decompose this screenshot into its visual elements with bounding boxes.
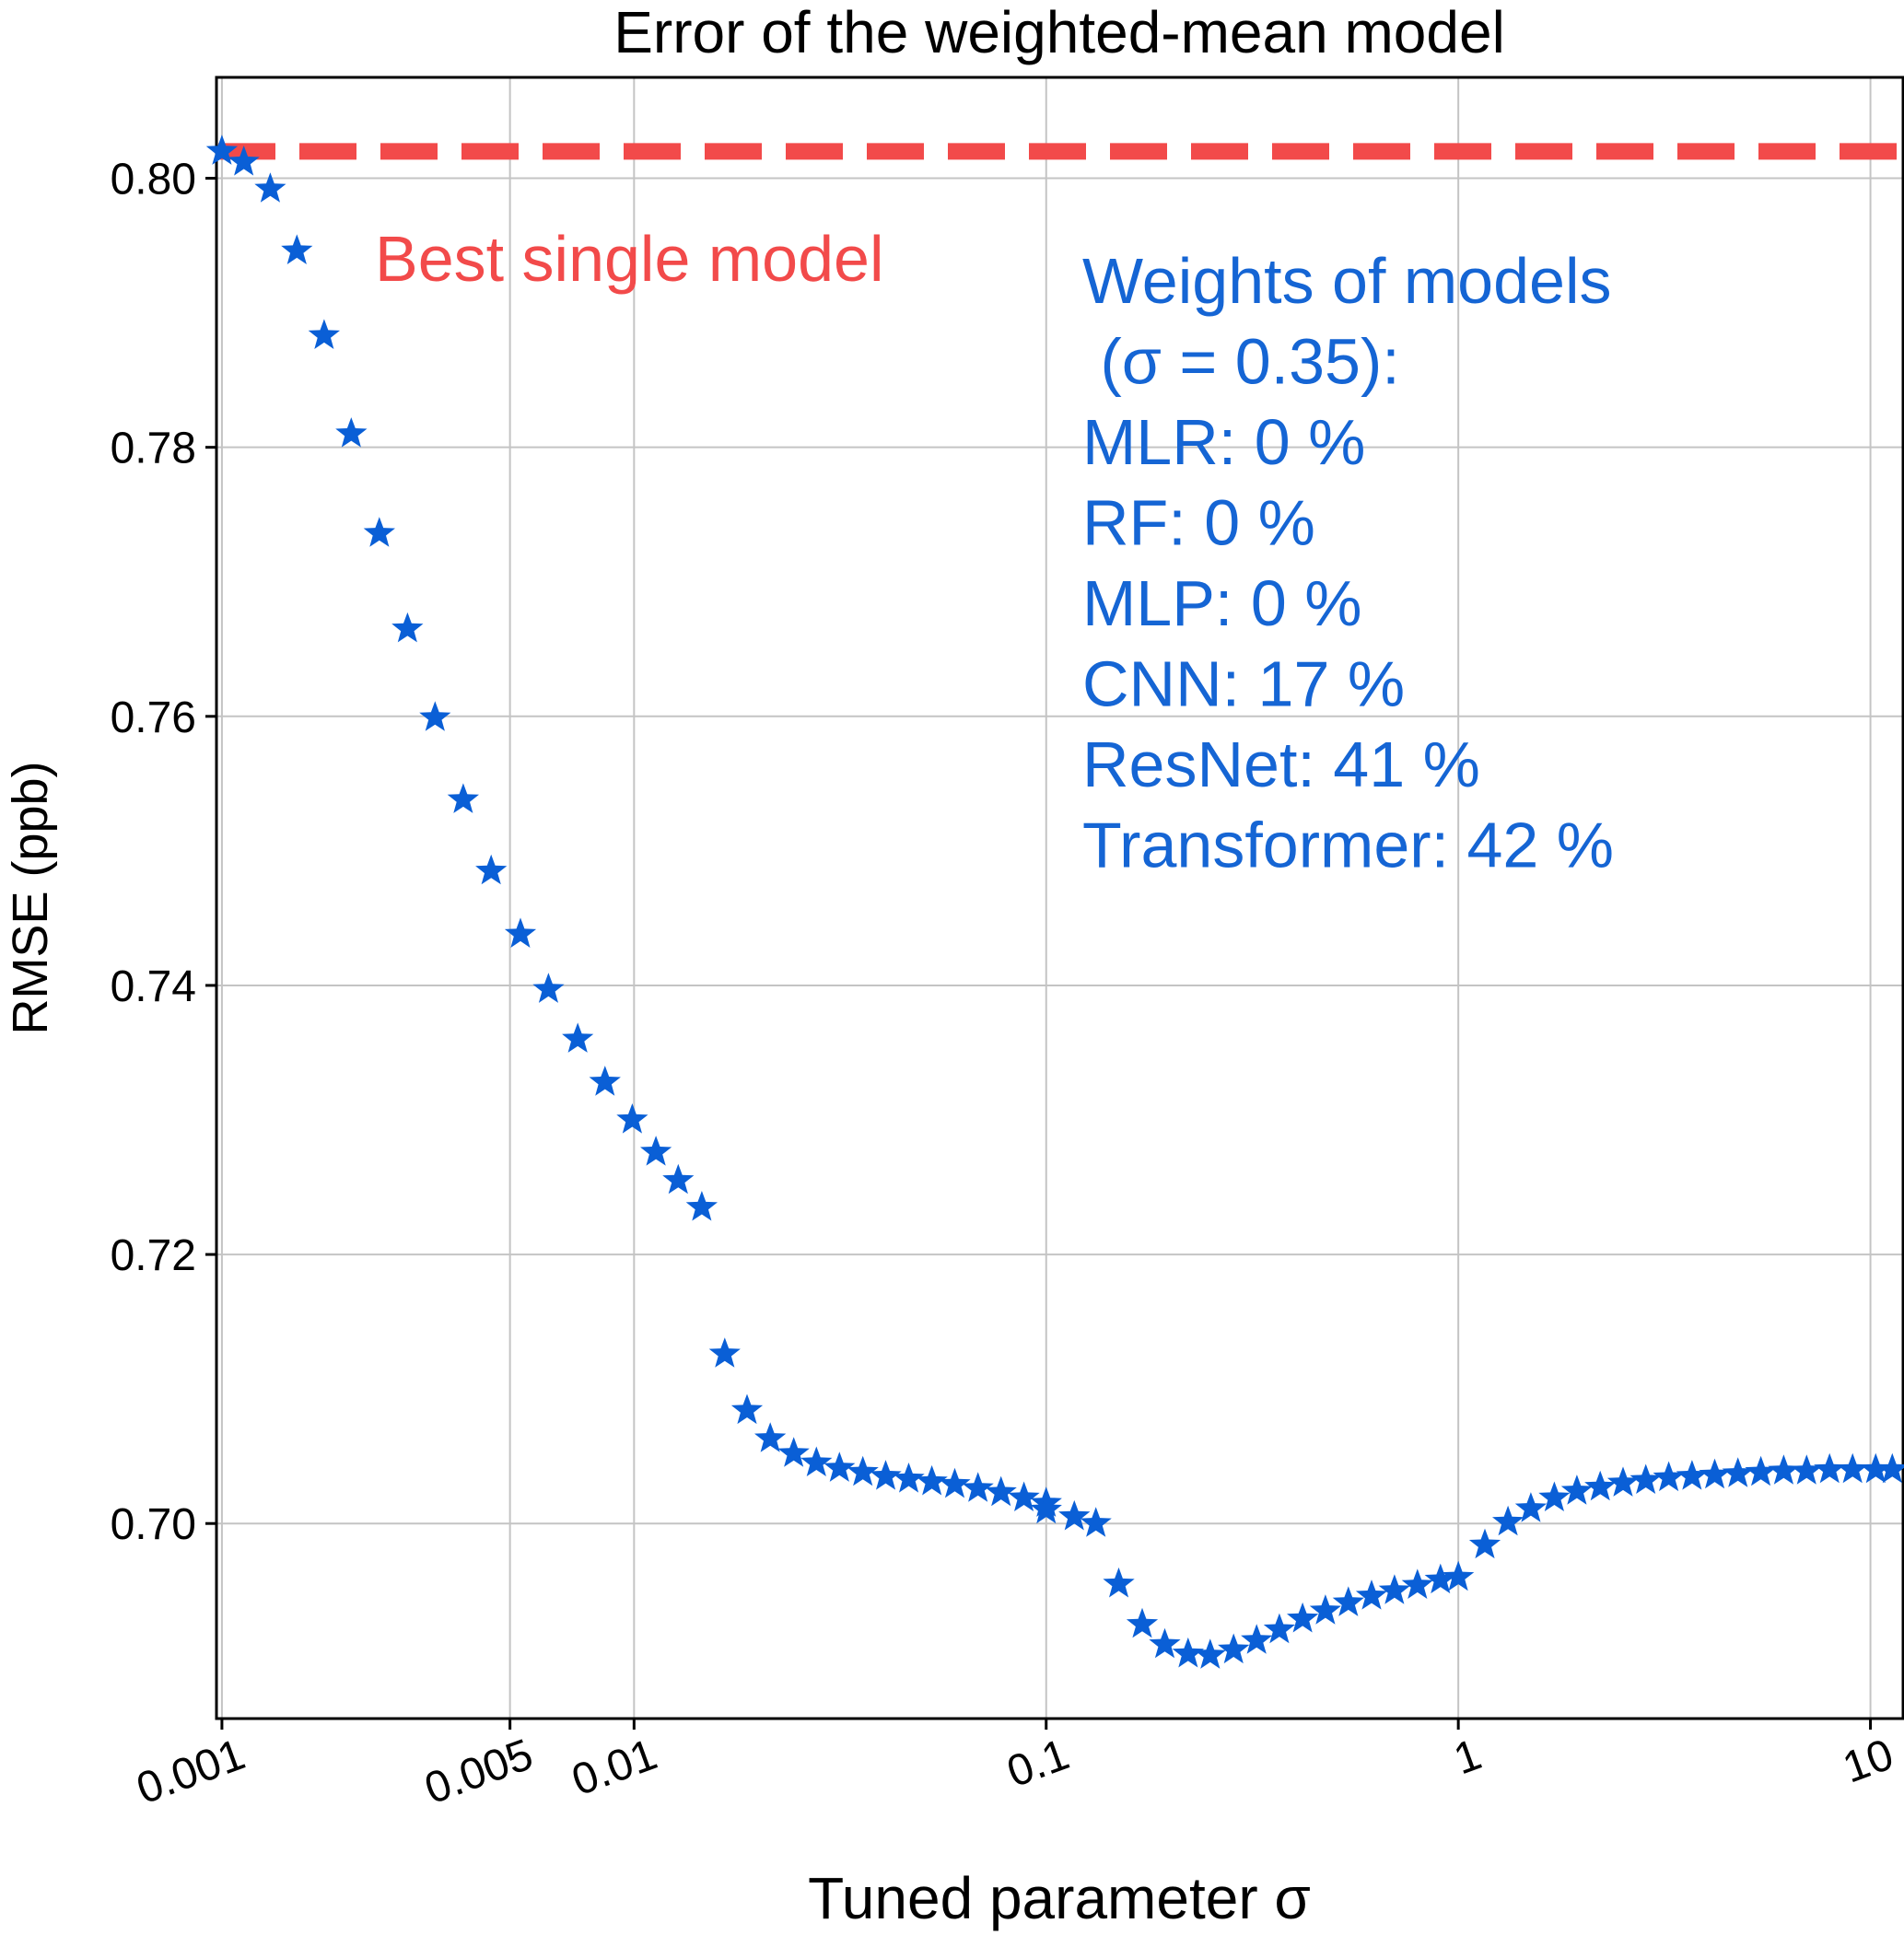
weights-line: RF: 0 %	[1082, 487, 1315, 559]
data-point	[1722, 1457, 1754, 1487]
data-point	[1172, 1637, 1204, 1668]
data-point	[754, 1422, 787, 1452]
data-point	[1492, 1505, 1524, 1536]
data-point	[939, 1467, 971, 1498]
data-point	[824, 1451, 856, 1482]
data-point	[1538, 1481, 1571, 1511]
data-point	[447, 783, 479, 813]
data-point	[1058, 1499, 1091, 1531]
data-point	[777, 1437, 810, 1467]
data-point	[662, 1163, 695, 1195]
data-point	[616, 1103, 648, 1134]
weights-line: (σ = 0.35):	[1082, 326, 1400, 398]
data-point	[1030, 1493, 1062, 1524]
data-point	[1424, 1563, 1456, 1594]
reference-label: Best single model	[375, 223, 884, 295]
weights-annotation: Weights of models (σ = 0.35): MLR: 0 % RF:…	[1082, 245, 1614, 881]
weights-line: Weights of models	[1082, 245, 1612, 317]
data-point	[363, 517, 395, 547]
y-tick-label: 0.80	[111, 156, 196, 204]
data-point	[335, 417, 368, 448]
data-point	[1745, 1455, 1777, 1486]
data-point	[1606, 1466, 1640, 1497]
weights-line: ResNet: 41 %	[1082, 729, 1480, 800]
weights-line: CNN: 17 %	[1082, 648, 1405, 720]
data-point	[1008, 1481, 1040, 1511]
data-point	[475, 854, 508, 885]
data-point	[532, 973, 565, 1003]
data-point	[1263, 1613, 1295, 1644]
data-point	[391, 612, 424, 643]
plot-frame	[215, 76, 1904, 1720]
data-point	[1814, 1452, 1846, 1484]
data-point	[589, 1066, 621, 1096]
data-point	[870, 1460, 902, 1490]
data-point	[1584, 1470, 1617, 1501]
data-point	[228, 146, 260, 176]
data-point	[254, 172, 286, 203]
data-point	[1332, 1586, 1364, 1616]
data-point	[1126, 1607, 1159, 1638]
data-point	[281, 234, 313, 264]
data-point	[985, 1475, 1017, 1507]
data-point	[504, 917, 537, 948]
y-tick-label: 0.78	[111, 425, 196, 473]
data-point	[1876, 1452, 1904, 1484]
data-point	[419, 701, 451, 731]
data-point	[1287, 1602, 1319, 1633]
y-tick-label: 0.72	[111, 1231, 196, 1280]
data-point	[640, 1136, 672, 1166]
data-point	[1560, 1475, 1593, 1505]
y-tick-label: 0.74	[111, 962, 196, 1011]
data-point	[1443, 1560, 1475, 1591]
data-point	[800, 1446, 833, 1476]
data-point	[1791, 1454, 1823, 1485]
weights-line: MLR: 0 %	[1082, 406, 1365, 478]
data-point	[1468, 1528, 1501, 1559]
data-point	[1860, 1452, 1892, 1484]
data-point	[1676, 1460, 1708, 1490]
grid-lines	[216, 77, 1903, 1719]
data-point	[893, 1463, 925, 1493]
chart-title: Error of the weighted-mean model	[613, 0, 1505, 65]
data-point	[730, 1393, 764, 1425]
data-point	[1699, 1458, 1731, 1489]
data-point	[562, 1022, 594, 1053]
data-point	[847, 1455, 879, 1486]
data-point	[1768, 1454, 1800, 1485]
data-point	[1378, 1574, 1410, 1604]
weights-line: MLP: 0 %	[1082, 567, 1361, 639]
y-tick-label: 0.76	[111, 694, 196, 742]
data-point	[1355, 1579, 1388, 1610]
y-axis-label: RMSE (ppb)	[3, 761, 58, 1034]
data-point	[1103, 1567, 1135, 1598]
data-points	[205, 134, 1904, 1669]
data-point	[1080, 1507, 1112, 1537]
data-point	[1653, 1461, 1685, 1492]
data-point	[1514, 1492, 1548, 1522]
data-point	[962, 1472, 994, 1502]
data-point	[1218, 1633, 1250, 1664]
data-point	[1401, 1568, 1433, 1599]
data-point	[1629, 1463, 1662, 1494]
weights-line: Transformer: 42 %	[1082, 810, 1614, 881]
data-point	[205, 134, 238, 165]
data-point	[708, 1337, 741, 1368]
data-point	[1149, 1627, 1181, 1659]
data-point	[1241, 1624, 1273, 1654]
axis-ticks: 0.001 0.005 0.01 0.1 1 100.700.720.740.760.78…	[111, 156, 1900, 1814]
x-axis-label: Tuned parameter σ	[808, 1865, 1311, 1931]
data-point	[308, 319, 340, 349]
data-point	[1309, 1594, 1341, 1625]
data-point	[1837, 1452, 1869, 1484]
data-point	[1194, 1638, 1226, 1669]
data-point	[685, 1191, 718, 1221]
y-tick-label: 0.70	[111, 1500, 196, 1549]
data-point	[916, 1464, 948, 1496]
